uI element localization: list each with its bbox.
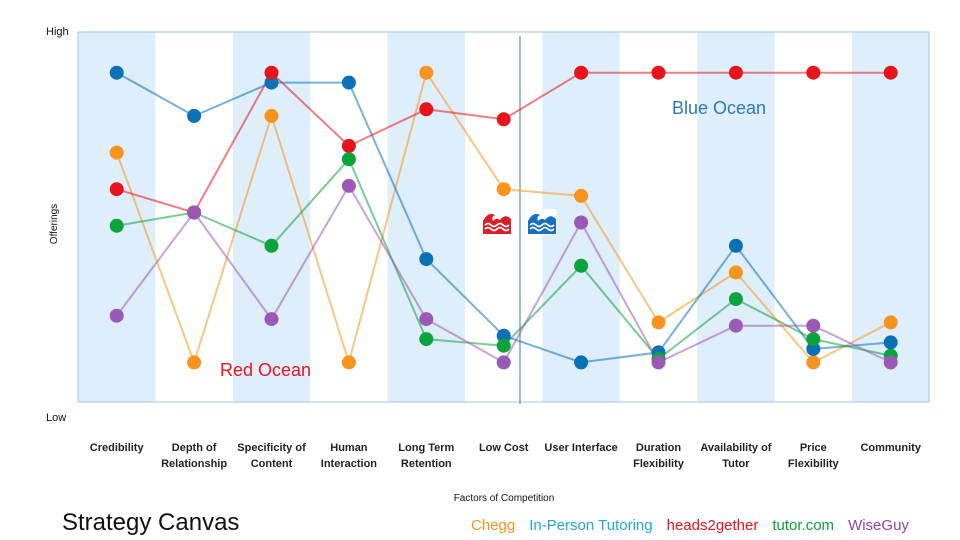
column-band — [697, 32, 775, 402]
point-heads2gether — [419, 102, 434, 117]
y-axis-label: Offerings — [49, 204, 60, 244]
point-chegg — [419, 65, 434, 80]
red-wave-icon — [482, 209, 512, 235]
point-wiseguy — [651, 355, 666, 370]
point-in-person-tutoring — [806, 342, 821, 356]
point-tutor-com — [574, 258, 589, 273]
point-chegg — [264, 108, 279, 123]
point-heads2gether — [264, 65, 279, 80]
point-heads2gether — [496, 112, 511, 127]
point-wiseguy — [883, 355, 898, 370]
column-band — [78, 32, 156, 402]
point-wiseguy — [341, 178, 356, 193]
category-label: Availability of Tutor — [700, 442, 771, 470]
point-in-person-tutoring — [264, 75, 279, 90]
point-chegg — [883, 315, 898, 330]
legend-heads2gether: heads2gether — [667, 517, 759, 534]
category-label: Duration Flexibility — [633, 442, 685, 470]
point-in-person-tutoring — [419, 252, 434, 267]
point-wiseguy — [574, 215, 589, 230]
point-wiseguy — [187, 205, 202, 220]
point-wiseguy — [419, 312, 434, 327]
category-label: Low Cost — [479, 442, 529, 454]
point-chegg — [109, 145, 124, 160]
y-tick-high: High — [46, 26, 69, 38]
category-label: Specificity of Content — [237, 442, 306, 470]
point-in-person-tutoring — [187, 108, 202, 123]
point-chegg — [187, 355, 202, 370]
point-chegg — [728, 265, 743, 280]
point-chegg — [806, 355, 821, 370]
y-tick-low: Low — [46, 412, 66, 424]
point-heads2gether — [728, 65, 743, 80]
column-bands — [78, 32, 930, 402]
point-tutor-com — [264, 238, 279, 253]
point-in-person-tutoring — [883, 335, 898, 350]
legend-tutor-com: tutor.com — [772, 517, 834, 534]
point-tutor-com — [806, 332, 821, 347]
legend: Chegg In-Person Tutoring heads2gether tutor… — [471, 517, 909, 534]
category-label: Long Term Retention — [398, 442, 454, 470]
canvas-title: Strategy Canvas — [62, 509, 239, 536]
point-in-person-tutoring — [496, 328, 511, 343]
plot-frame — [77, 31, 930, 403]
point-tutor-com — [496, 338, 511, 353]
category-label: Community — [860, 442, 921, 454]
category-label: User Interface — [544, 442, 617, 454]
point-wiseguy — [496, 355, 511, 370]
series-layer — [109, 65, 898, 370]
point-heads2gether — [574, 65, 589, 80]
point-in-person-tutoring — [574, 355, 589, 370]
point-heads2gether — [883, 65, 898, 80]
point-tutor-com — [419, 332, 434, 347]
legend-wiseguy: WiseGuy — [848, 517, 909, 534]
point-chegg — [496, 182, 511, 197]
point-chegg — [341, 355, 356, 370]
point-tutor-com — [109, 218, 124, 233]
blue-wave-icon — [527, 209, 557, 235]
point-in-person-tutoring — [728, 238, 743, 253]
column-band — [387, 32, 465, 402]
category-label: Price Flexibility — [788, 442, 840, 470]
point-wiseguy — [264, 312, 279, 327]
category-label: Depth of Relationship — [161, 442, 227, 470]
legend-in-person-tutoring: In-Person Tutoring — [529, 517, 652, 534]
legend-chegg: Chegg — [471, 517, 515, 534]
point-heads2gether — [109, 182, 124, 197]
category-label: Credibility — [90, 442, 145, 454]
point-chegg — [574, 188, 589, 203]
category-labels: Credibility Depth of Relationship Specifici… — [90, 442, 922, 470]
category-label: Human Interaction — [321, 442, 378, 470]
point-chegg — [651, 315, 666, 330]
point-in-person-tutoring — [341, 75, 356, 90]
x-axis-label: Factors of Competition — [454, 493, 555, 504]
point-tutor-com — [728, 292, 743, 307]
blue-ocean-annotation: Blue Ocean — [672, 98, 766, 118]
point-heads2gether — [806, 65, 821, 80]
point-tutor-com — [341, 152, 356, 167]
point-heads2gether — [651, 65, 666, 80]
red-ocean-annotation: Red Ocean — [220, 360, 311, 380]
point-heads2gether — [341, 138, 356, 153]
point-in-person-tutoring — [109, 65, 124, 80]
point-wiseguy — [109, 308, 124, 323]
point-wiseguy — [806, 318, 821, 333]
point-wiseguy — [728, 318, 743, 333]
